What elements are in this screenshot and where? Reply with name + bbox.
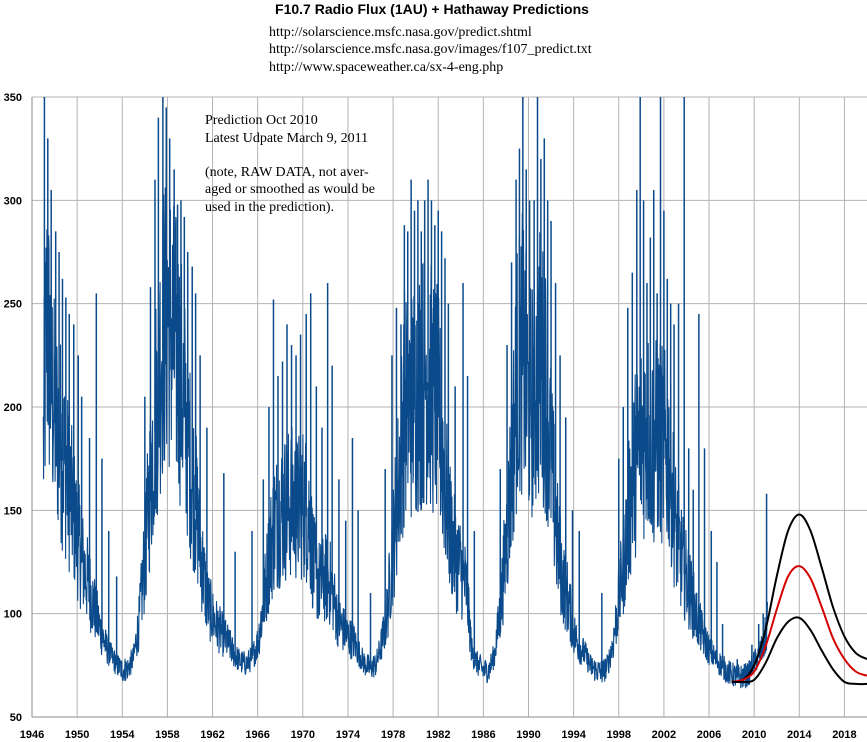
source-link-1[interactable]: http://solarscience.msfc.nasa.gov/predic… [269, 25, 532, 40]
x-tick-label: 2006 [697, 729, 721, 741]
x-tick-label: 1998 [607, 729, 631, 741]
x-tick-label: 1954 [110, 729, 135, 741]
plot-area [42, 97, 867, 689]
x-tick-label: 1986 [471, 729, 495, 741]
x-tick-label: 2002 [652, 729, 676, 741]
x-tick-label: 1994 [561, 729, 586, 741]
series-raw-flux [42, 167, 769, 689]
source-link-3[interactable]: http://www.spaceweather.ca/sx-4-eng.php [269, 60, 503, 75]
y-tick-label: 300 [4, 195, 22, 207]
x-tick-label: 1974 [336, 729, 361, 741]
annotation-line: used in the prediction). [205, 200, 334, 215]
x-tick-label: 1950 [65, 729, 89, 741]
x-tick-label: 2018 [832, 729, 856, 741]
y-tick-label: 50 [10, 712, 22, 724]
x-tick-label: 1962 [200, 729, 224, 741]
x-tick-label: 1958 [155, 729, 179, 741]
annotation-line: Prediction Oct 2010 [205, 113, 318, 128]
x-tick-label: 1966 [245, 729, 269, 741]
annotation-line: Latest Udpate March 9, 2011 [205, 131, 368, 146]
y-tick-label: 100 [4, 609, 22, 621]
annotation-line: aged or smoothed as would be [205, 182, 375, 197]
y-tick-label: 150 [4, 505, 22, 517]
annotation-line: (note, RAW DATA, not aver- [205, 165, 369, 180]
x-tick-label: 2014 [787, 729, 812, 741]
series-prediction-upper [731, 513, 867, 683]
y-tick-label: 250 [4, 299, 22, 311]
series-prediction-lower [731, 616, 867, 686]
annotation: Prediction Oct 2010 Latest Udpate March … [205, 113, 375, 215]
x-tick-label: 1978 [381, 729, 405, 741]
x-tick-label: 1990 [516, 729, 540, 741]
axes: 50 100 150 200 250 300 350 1946 1950 1954 1958 1962… [4, 92, 867, 741]
x-tick-label: 1970 [291, 729, 315, 741]
x-tick-label: 1982 [426, 729, 450, 741]
source-links: http://solarscience.msfc.nasa.gov/predic… [269, 25, 592, 75]
series-prediction-mean [731, 565, 867, 683]
x-tick-label: 1946 [20, 729, 44, 741]
y-tick-label: 350 [4, 92, 22, 104]
x-tick-label: 2010 [742, 729, 766, 741]
y-tick-label: 200 [4, 402, 22, 414]
source-link-2[interactable]: http://solarscience.msfc.nasa.gov/images… [269, 42, 592, 57]
grid [31, 96, 867, 718]
chart-title: F10.7 Radio Flux (1AU) + Hathaway Predic… [275, 1, 589, 17]
